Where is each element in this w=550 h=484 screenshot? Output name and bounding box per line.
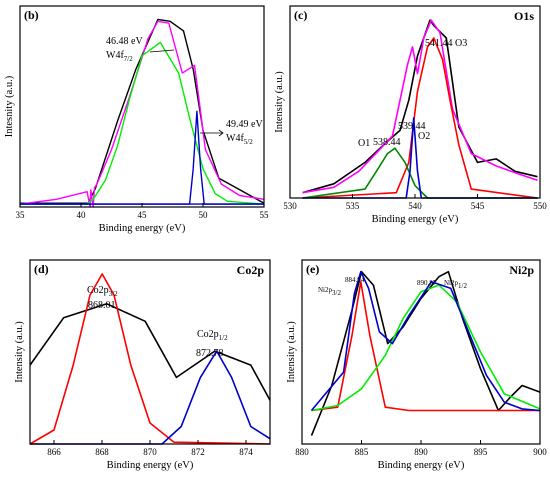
- y-axis-label: Intensity (a.u.): [14, 321, 25, 383]
- x-tick-label: 900: [533, 447, 547, 457]
- x-tick-label: 40: [77, 210, 87, 220]
- x-tick-label: 866: [47, 447, 61, 457]
- panel-label: (c): [294, 8, 307, 22]
- annotation-arrow: [149, 49, 175, 53]
- x-tick-label: 530: [283, 201, 297, 211]
- peak-label-538-44: 538.44: [373, 137, 401, 148]
- plot-frame: [29, 259, 271, 445]
- x-tick-label: 55: [260, 210, 270, 220]
- peak-label-890-87: 890.87: [417, 279, 437, 287]
- x-axis-label: Binding energy (eV): [372, 214, 459, 225]
- peak-label-co2p12-text: Co2p: [197, 329, 219, 340]
- series-line-3: [20, 41, 265, 205]
- panel-title: Co2p: [237, 263, 265, 277]
- peak-label-co2p32-subscript: 3/2: [109, 290, 118, 298]
- peak-label-49-49: 49.49 eV: [226, 119, 263, 130]
- series-line-3: [30, 350, 271, 445]
- peak-label-ni2p12: Ni2p1/2: [444, 279, 467, 290]
- peak-label-868-01: 868.01: [88, 300, 116, 311]
- x-axis-label: Binding energy (eV): [107, 460, 194, 471]
- x-tick-label: 45: [138, 210, 148, 220]
- peak-label-o1: O1: [358, 138, 370, 149]
- x-tick-label: 550: [533, 201, 547, 211]
- panel-c: 530 535 540 545 550 Binding energy (eV) Intens…: [274, 5, 547, 225]
- series-line-4: [310, 270, 541, 412]
- peak-label-ni2p32-subscript: 3/2: [332, 289, 341, 297]
- peak-label-ni2p12-text: Ni2p: [444, 279, 459, 287]
- peak-label-46-48: 46.48 eV: [106, 36, 143, 47]
- x-tick-label: 872: [191, 447, 205, 457]
- peak-label-w4f52-text: W4f: [226, 133, 244, 144]
- panel-label: (d): [34, 262, 49, 276]
- panel-title: O1s: [514, 9, 534, 23]
- panel-d: 866 868 870 872 874 Binding energy (eV) Intens…: [14, 259, 271, 471]
- x-tick-label: 545: [471, 201, 485, 211]
- plot-frame: [289, 5, 541, 199]
- x-tick-label: 885: [355, 447, 369, 457]
- peak-label-539-44: 539.44: [398, 121, 426, 132]
- peak-label-o3: O3: [455, 38, 467, 49]
- series-line-2: [311, 280, 540, 412]
- x-tick-label: 35: [16, 210, 26, 220]
- peak-label-ni2p12-subscript: 1/2: [458, 282, 467, 290]
- x-tick-label: 880: [295, 447, 309, 457]
- y-axis-label: Intensity (a.u.): [286, 321, 297, 383]
- peak-label-541-44: 541.44: [425, 38, 453, 49]
- series-line-1: [302, 19, 538, 194]
- y-axis-label: Intesnity (a.u.): [4, 75, 15, 137]
- x-axis-label: Binding energy (eV): [378, 460, 465, 471]
- series-line-2: [302, 19, 538, 194]
- series-line-4: [302, 147, 538, 199]
- x-tick-label: 870: [143, 447, 157, 457]
- peak-label-w4f52: W4f5/2: [226, 133, 253, 146]
- peak-label-w4f52-subscript: 5/2: [244, 138, 253, 146]
- peak-label-w4f72-subscript: 7/2: [124, 55, 133, 63]
- peak-label-884-94: 884.94: [345, 276, 365, 284]
- panel-e: 880 885 890 895 900 Binding energy (eV) Intens…: [286, 259, 547, 471]
- peak-label-co2p12: Co2p1/2: [197, 329, 228, 342]
- x-tick-label: 868: [95, 447, 109, 457]
- panel-b: 35 40 45 50 55 Binding energy (eV) Intesnity (…: [4, 5, 270, 234]
- peak-label-ni2p32-text: Ni2p: [318, 286, 333, 294]
- peak-label-co2p12-subscript: 1/2: [219, 334, 228, 342]
- x-tick-label: 890: [414, 447, 428, 457]
- peak-label-w4f72: W4f7/2: [106, 50, 133, 63]
- peak-label-872-78: 872.78: [196, 348, 224, 359]
- x-tick-label: 874: [239, 447, 253, 457]
- peak-label-w4f72-text: W4f: [106, 50, 124, 61]
- x-tick-label: 895: [474, 447, 488, 457]
- panel-label: (b): [24, 8, 39, 22]
- peak-label-co2p32-text: Co2p: [87, 285, 109, 296]
- series-line-3: [302, 37, 538, 199]
- x-tick-label: 540: [408, 201, 422, 211]
- panel-title: Ni2p: [509, 263, 534, 277]
- x-tick-label: 50: [199, 210, 209, 220]
- series-line-3: [311, 284, 541, 412]
- series-line-2: [19, 20, 265, 208]
- annotation-arrow: [200, 129, 224, 137]
- x-tick-label: 535: [346, 201, 360, 211]
- panel-label: (e): [306, 262, 319, 276]
- peak-label-co2p32: Co2p3/2: [87, 285, 118, 298]
- peak-label-o2: O2: [418, 131, 430, 142]
- plot-frame: [301, 259, 541, 445]
- series-line-2: [29, 273, 271, 445]
- peak-label-ni2p32: Ni2p3/2: [318, 286, 341, 297]
- x-axis-label: Binding energy (eV): [99, 223, 186, 234]
- series-line-1: [29, 303, 271, 401]
- y-axis-label: Intensity (a.u.): [274, 71, 285, 133]
